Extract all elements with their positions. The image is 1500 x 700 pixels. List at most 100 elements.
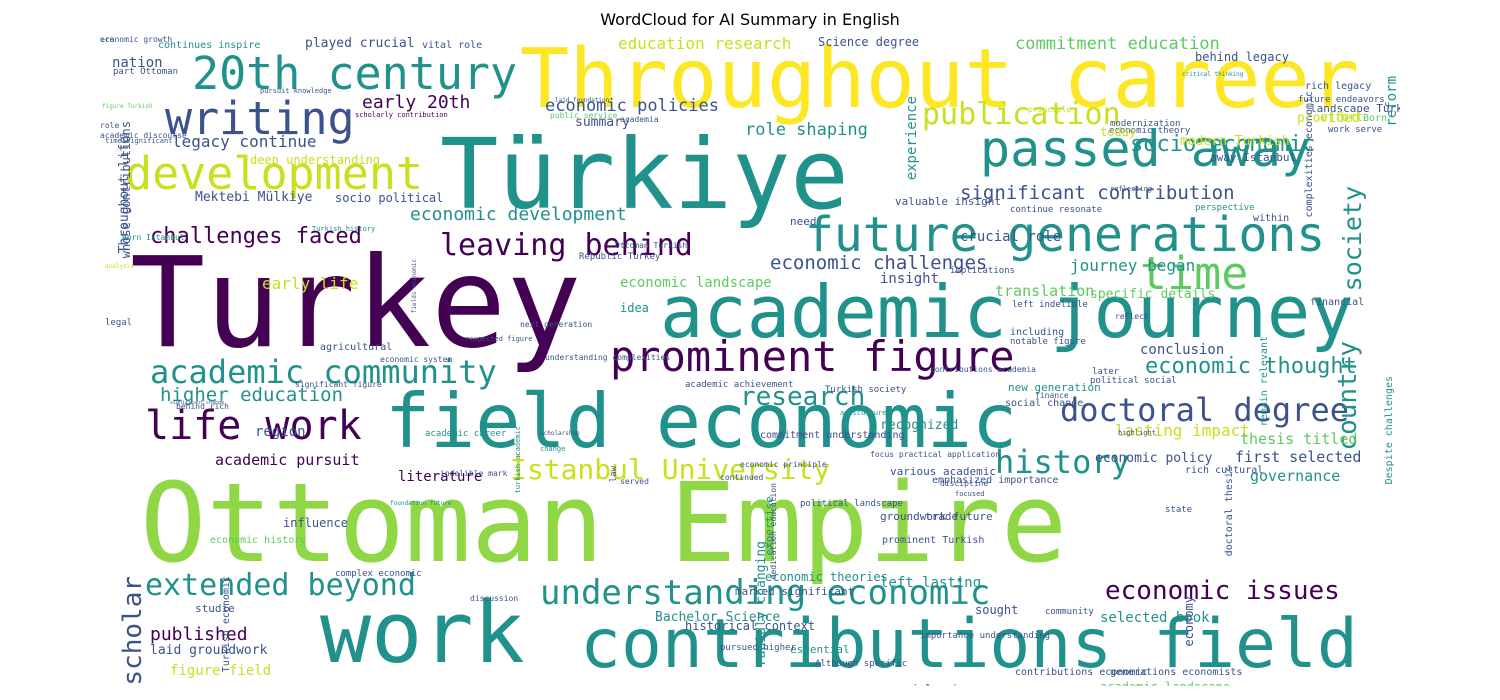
word-turkish-history: Turkish history (312, 225, 376, 233)
word-behind-rich: behind rich (176, 402, 229, 411)
word-20th-century: 20th century (192, 47, 518, 100)
word-life-work: life work (145, 403, 362, 449)
word-left-lasting: left lasting (880, 575, 982, 591)
word-critical-thinking: critical thinking (1182, 71, 1244, 78)
word-higher-education: higher education (160, 384, 344, 406)
word-respected-figure: respected figure (465, 335, 533, 343)
word-modernization: modernization (1110, 119, 1181, 129)
word-within: within (1253, 213, 1290, 224)
word-agricultural: agricultural (320, 342, 393, 353)
word-part-ottoman: part Ottoman (113, 67, 179, 77)
word-pursuit-knowledge: pursuit knowledge (260, 87, 332, 95)
word-continues-inspire: continues inspire (158, 40, 261, 51)
word-perspective: perspective (1195, 203, 1255, 213)
word-economic-system: economic system (380, 355, 453, 364)
word-field-economic: field economic (385, 377, 1018, 465)
word-analysis: analysis (105, 263, 134, 270)
word-role-shaping: role shaping (745, 120, 868, 140)
word-work: work (320, 584, 525, 683)
word-academic-pursuit: academic pursuit (215, 451, 360, 469)
word-challenges-faced: challenges faced (150, 224, 362, 249)
word-socio-economic: socio economic (1130, 132, 1316, 157)
word-remain-relevant: remain relevant (1259, 336, 1270, 427)
word-rich-cultural: rich cultural (1185, 465, 1264, 476)
word-mektebi-mulkiye: Mektebi Mülkiye (195, 190, 313, 205)
word-development: development (125, 147, 424, 200)
word-financial: financial (1310, 297, 1365, 308)
word-academic-landscape: academic landscape (1100, 681, 1230, 686)
word-economic-challenges: economic challenges (770, 252, 988, 274)
word-economic-development: economic development (410, 204, 627, 225)
word-selected-book: selected book (1100, 610, 1210, 626)
word-future-endeavors: future endeavors (1298, 95, 1385, 105)
word-deep-understanding: deep understanding (250, 153, 381, 167)
word-discussion: discussion (470, 594, 519, 603)
word-figure-field: figure field (170, 663, 272, 679)
word-turkey: Turkey (130, 231, 582, 376)
word-continued: continued (720, 473, 764, 482)
word-importance-understanding: importance understanding (920, 631, 1051, 641)
word-education-research: education research (618, 36, 792, 53)
word-scholar: scholar (118, 576, 148, 686)
word-indelible-mark: indelible mark (440, 469, 508, 478)
word-state: state (1165, 505, 1193, 515)
word-economy: economy (1182, 596, 1196, 647)
word-academic-journey: academic journey (660, 270, 1354, 354)
word-extended-beyond: extended beyond (145, 568, 416, 603)
word-marked-significant: marked significant (735, 585, 855, 598)
word-later: later (1092, 367, 1120, 377)
word-left-indelible: left indelible (1012, 300, 1088, 310)
word-idea: idea (620, 301, 649, 315)
word-served: served (620, 477, 649, 486)
word-conclusion: conclusion (1140, 342, 1225, 358)
word-contributions-field: contributions field (580, 605, 1358, 684)
word-work-serve: work serve (1328, 125, 1383, 135)
word-public-service: public service (550, 111, 618, 120)
word-modern-turkish: modern Turkish (1180, 134, 1290, 149)
word-various-academic: various academic (890, 465, 996, 478)
word-crucial-role: crucial role (960, 229, 1062, 245)
word-understanding-complexities: understanding complexities (545, 353, 671, 362)
word-published: published (150, 624, 248, 645)
word-valuable-insight: valuable insight (895, 195, 1001, 208)
word-reflecting: reflecting (1110, 185, 1153, 193)
word-role: role (100, 121, 120, 130)
word-focus-practical-application: focus practical application (870, 450, 1001, 459)
word-legal: legal (105, 318, 133, 328)
word-doctoral-degree: doctoral degree (1060, 391, 1349, 429)
word-although-specific: Although specific (815, 659, 908, 669)
word-economic-issues: economic issues (1105, 576, 1340, 606)
word-bachelor-science: Bachelor Science (655, 610, 781, 625)
word-highlight: highlight (1118, 429, 1156, 437)
word-behind-legacy: behind legacy (1195, 50, 1289, 64)
word-social-change: social change (1005, 398, 1084, 409)
word-economic-policies: economic policies (545, 96, 719, 116)
word-academia: academia (620, 115, 659, 124)
word-thesis-titled: thesis titled (1240, 430, 1358, 448)
word-socio-political: socio political (335, 191, 444, 205)
word-rapidly-changing: rapidly changing (754, 541, 769, 667)
word-agriculture: agriculture (840, 409, 887, 417)
word-ottoman-turkish: Ottoman Turkish (615, 241, 688, 250)
word-commitment-understanding: commitment understanding (760, 430, 905, 441)
word-fields-economic: fields economic (411, 259, 418, 314)
word-significant-contribution: significant contribution (960, 182, 1235, 204)
word-born-istanbul: Born Istanbul (122, 233, 185, 242)
word-emphasized-importance: emphasized importance (932, 475, 1059, 486)
word-time: time (1140, 247, 1249, 300)
word-significant-figure: significant figure (295, 380, 382, 389)
word-istanbul-university: İstanbul University (510, 453, 831, 486)
word-understanding-economic: understanding economic (540, 573, 991, 613)
word-republic-turkey: Republic Turkey (579, 252, 661, 262)
word-implications: implications (950, 266, 1016, 276)
word-focused: focused (955, 490, 985, 498)
word-cloud: Ottoman Empire Turkey Türkiye Throughout ca… (100, 36, 1400, 686)
word-away-istanbul: away Istanbul (1210, 151, 1297, 164)
word-complex-economic: complex economic (335, 569, 422, 579)
word-journey-began: journey began (1070, 256, 1196, 275)
word-studie: studie (195, 602, 235, 615)
word-future-generations: future generations (805, 207, 1326, 263)
word-generations-economists: generations economists (1110, 667, 1243, 678)
word-provided: provided (1297, 111, 1360, 126)
word-principle: principle (1028, 105, 1072, 114)
